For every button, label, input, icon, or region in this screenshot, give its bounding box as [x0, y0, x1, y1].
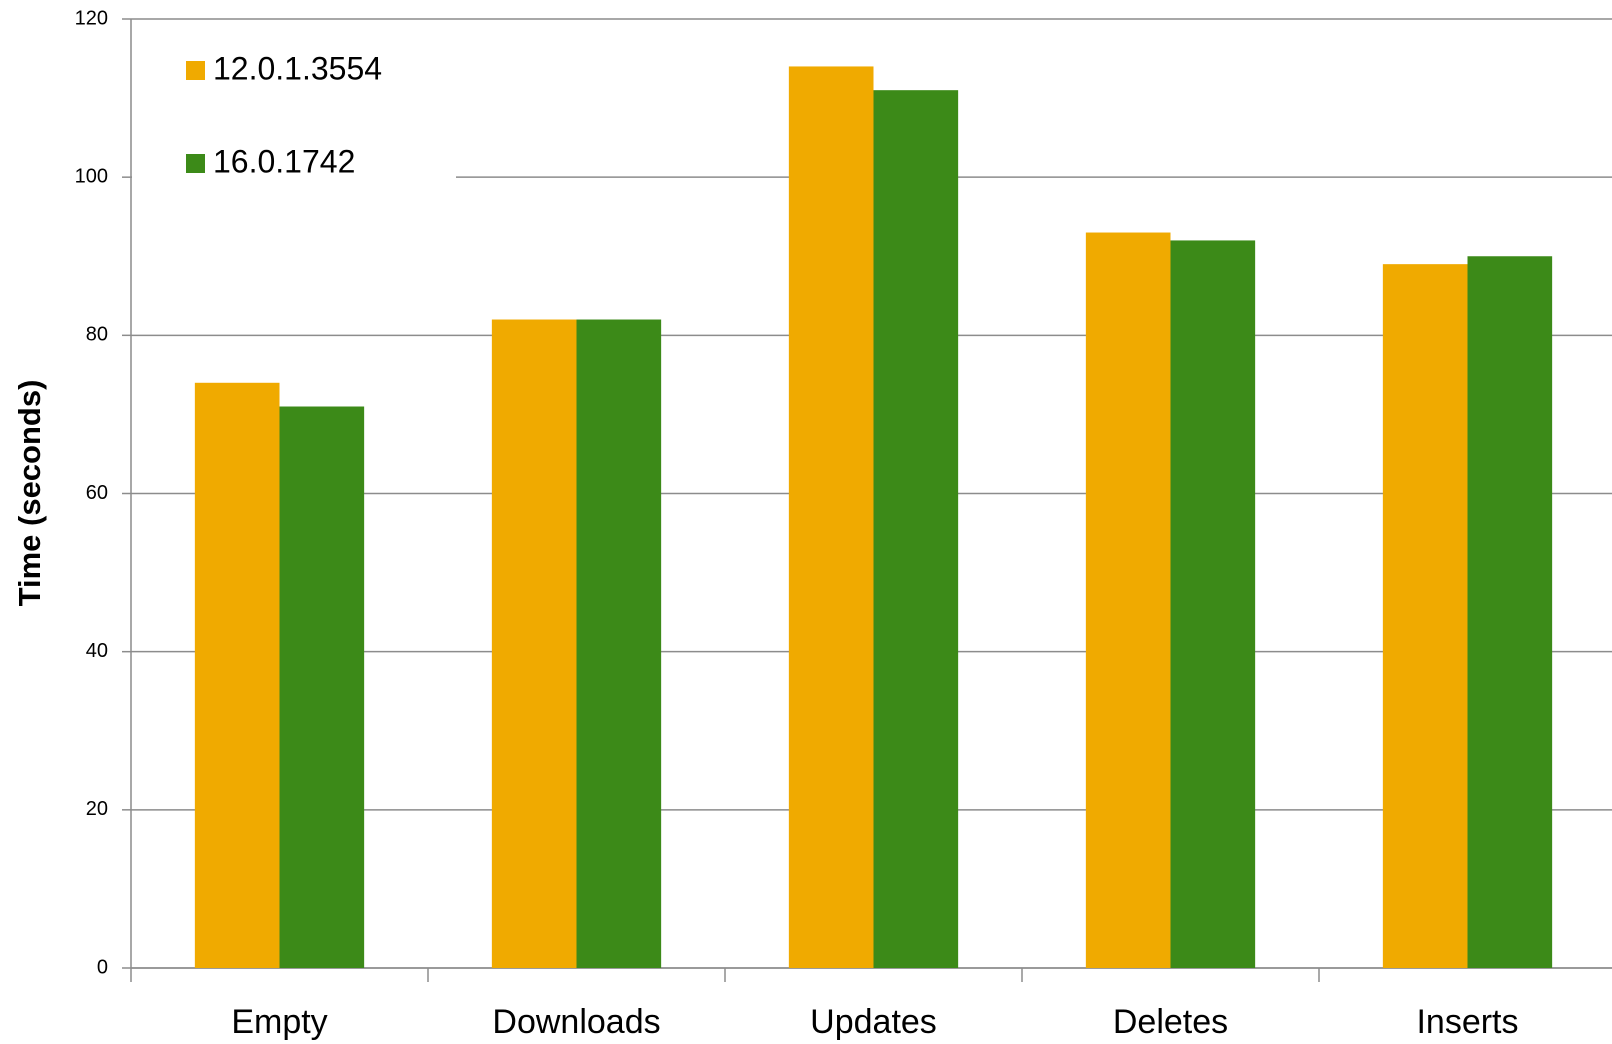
x-tick-label: Updates	[810, 1003, 937, 1041]
bar	[576, 319, 662, 968]
bar	[788, 66, 874, 968]
x-tick-label: Downloads	[492, 1003, 660, 1041]
bar	[1382, 264, 1468, 968]
legend-label: 16.0.1742	[213, 143, 355, 179]
y-axis-label: Time (seconds)	[12, 380, 47, 607]
legend-swatch	[186, 154, 205, 173]
legend-swatch	[186, 61, 205, 80]
bar	[1467, 256, 1553, 968]
y-tick-label: 120	[75, 7, 108, 29]
y-tick-label: 60	[86, 482, 108, 504]
bar	[873, 90, 959, 969]
x-tick-label: Inserts	[1416, 1003, 1518, 1041]
bar	[1170, 240, 1256, 968]
bar	[194, 382, 280, 968]
y-tick-label: 100	[75, 165, 108, 187]
x-tick-label: Empty	[231, 1003, 327, 1041]
y-tick-label: 80	[86, 324, 108, 346]
bar	[491, 319, 577, 968]
legend-label: 12.0.1.3554	[213, 50, 382, 86]
x-tick-label: Deletes	[1113, 1003, 1228, 1041]
y-tick-label: 40	[86, 640, 108, 662]
y-tick-label: 20	[86, 798, 108, 820]
y-tick-label: 0	[97, 956, 108, 978]
bar	[1085, 232, 1171, 968]
bar	[279, 406, 365, 969]
